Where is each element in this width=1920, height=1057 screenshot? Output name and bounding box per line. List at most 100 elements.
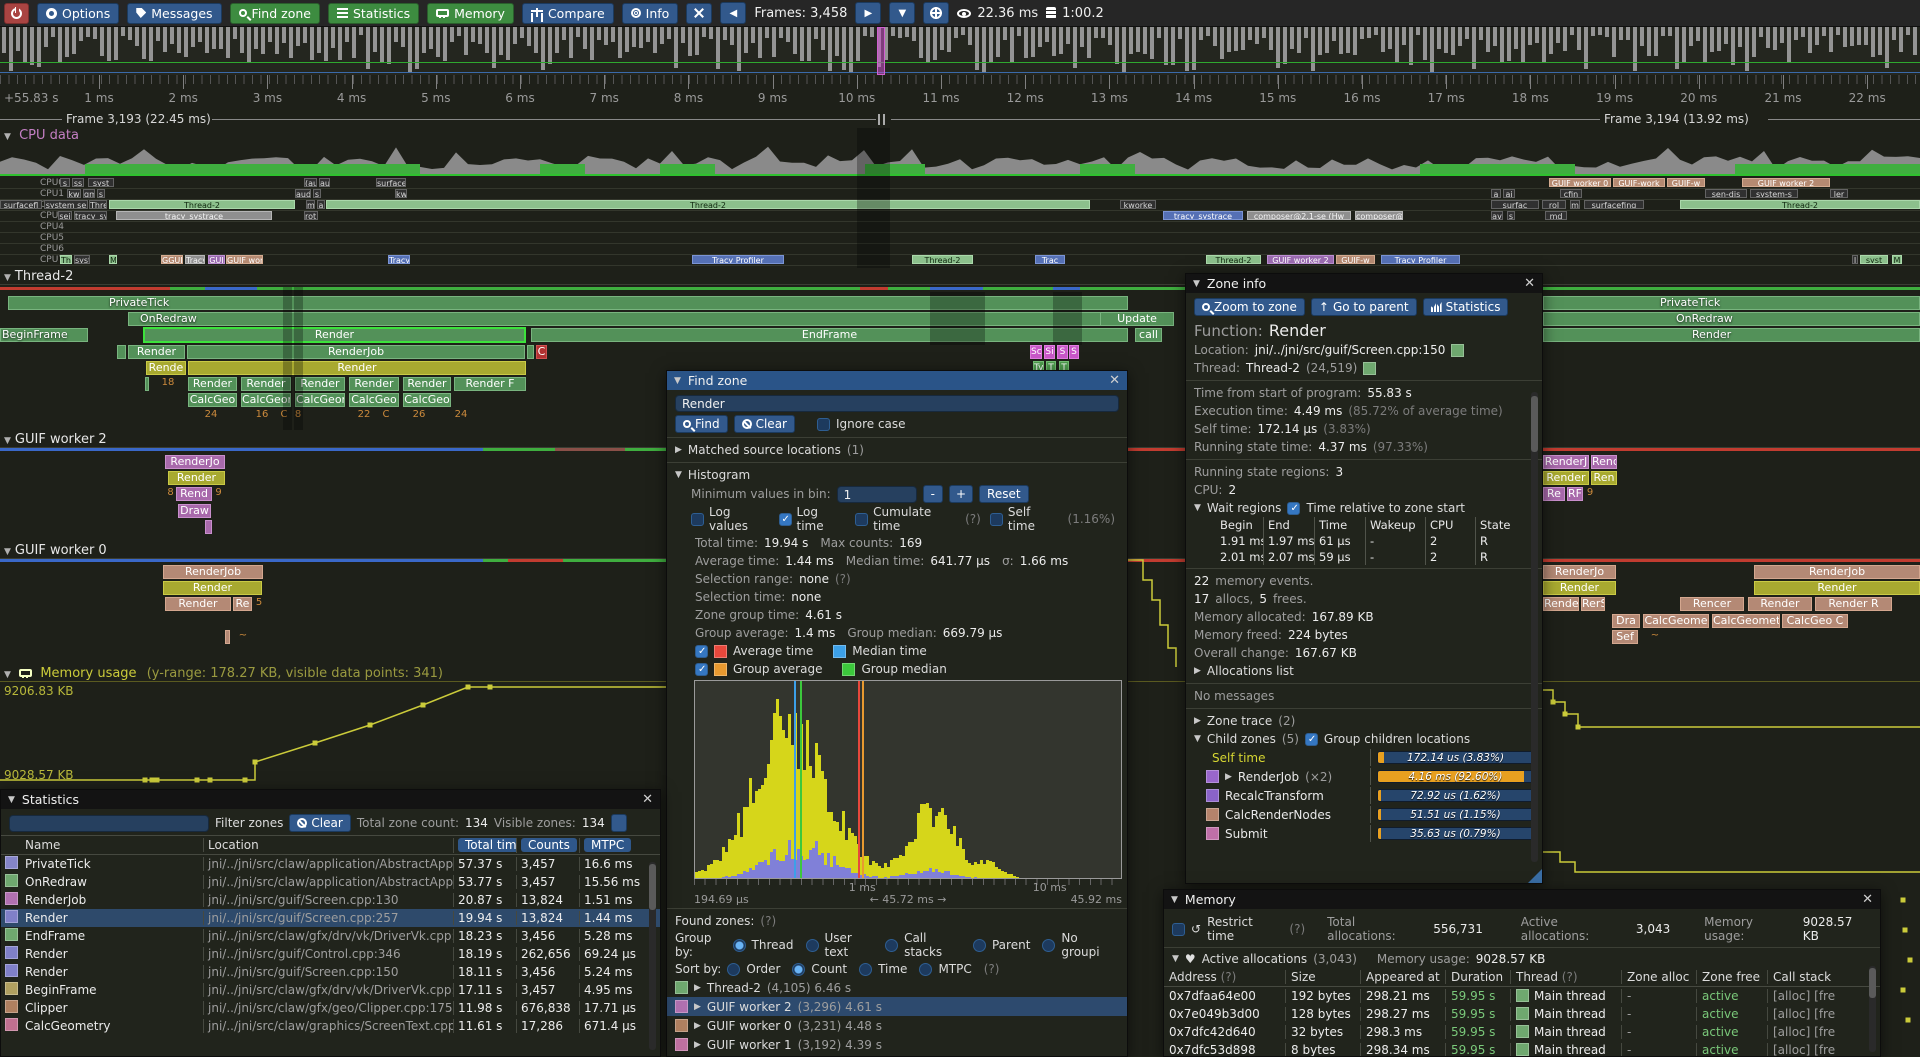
timeline-zone[interactable]: Sef <box>1612 629 1638 644</box>
cpu-zone-chip[interactable]: GGUIF <box>161 255 183 264</box>
cpu-zone-chip[interactable]: composer@ <box>1355 211 1403 220</box>
timeline-zone[interactable]: S <box>1057 344 1068 359</box>
cpu-zone-chip[interactable]: ai <box>1503 189 1515 198</box>
child-zones-row[interactable]: ▼Child zones(5) Group children locations <box>1186 730 1542 748</box>
cpu-zone-chip[interactable]: GUI <box>208 255 225 264</box>
resize-handle[interactable] <box>1528 869 1542 883</box>
allocation-row[interactable]: 0x7dfc42d640 32 bytes 298.3 ms 59.95 s Main … <box>1164 1023 1880 1041</box>
frame-dropdown-button[interactable]: ▼ <box>889 2 916 24</box>
statistics-row[interactable]: PrivateTick jni/../jni/src/claw/applicati… <box>1 855 660 873</box>
statistics-row[interactable]: BeginFrame jni/../jni/src/claw/gfx/drv/vk… <box>1 981 660 999</box>
expand-arrow-icon[interactable]: ▶ <box>1225 771 1232 782</box>
cpu-zone-chip[interactable]: s <box>97 189 105 198</box>
median-time-swatch[interactable] <box>833 644 847 658</box>
timeline-zone[interactable]: Draw <box>178 503 211 518</box>
timeline-zone[interactable]: Render <box>403 377 451 391</box>
cpu-zone-chip[interactable]: rol <box>1542 200 1566 209</box>
cpu-zone-chip[interactable]: kworke <box>1120 200 1156 209</box>
cpu-zone-chip[interactable]: gm <box>83 189 95 198</box>
cpu-zone-chip[interactable]: GUIF-work <box>1613 178 1665 187</box>
timeline-zone[interactable]: C <box>382 409 390 421</box>
cpu-zone-chip[interactable]: kw <box>67 189 81 198</box>
child-zone-row[interactable]: RecalcTransform 72.92 us (1.62%) <box>1186 786 1542 805</box>
next-frame-button[interactable]: ▶ <box>855 2 882 24</box>
timeline-zone[interactable]: Render <box>1543 581 1616 596</box>
timeline-zone[interactable]: Render <box>1543 471 1589 486</box>
find-zone-titlebar[interactable]: ▼ Find zone ✕ <box>667 371 1127 390</box>
cpu-zone-chip[interactable]: surfacefing <box>1584 200 1644 209</box>
bin-minus-button[interactable]: - <box>922 485 943 503</box>
timeline-zone[interactable]: Render <box>1754 581 1920 596</box>
timeline-zone[interactable]: CalcGeo <box>403 393 451 408</box>
timeline-zone[interactable]: Render <box>349 377 399 391</box>
cpu-zone-chip[interactable]: I <box>1852 255 1858 264</box>
expand-arrow-icon[interactable]: ▶ <box>694 982 701 993</box>
cpu-zone-chip[interactable]: Thread-2 <box>912 255 973 264</box>
collapse-arrow-icon[interactable]: ▼ <box>1171 894 1178 905</box>
cumulate-time-checkbox[interactable] <box>855 512 869 526</box>
find-button[interactable]: Find <box>675 415 728 433</box>
cpu-zone-chip[interactable]: tracy_systrace <box>1163 211 1243 220</box>
timeline-zone[interactable]: RenderJo <box>165 455 225 469</box>
restrict-time-checkbox[interactable] <box>1172 922 1185 936</box>
group-by-radio-thread[interactable] <box>732 938 746 952</box>
cpu-zone-chip[interactable]: GUIF-w <box>1336 255 1375 264</box>
sort-by-radio-order[interactable] <box>727 962 741 976</box>
memory-titlebar[interactable]: ▼ Memory ✕ <box>1164 890 1880 909</box>
min-bin-input[interactable]: 1 <box>836 485 917 503</box>
find-zone-button[interactable]: Find zone <box>229 2 320 24</box>
time-ruler[interactable]: +55.83 s 1 ms 2 ms 3 ms 4 ms 5 ms 6 ms 7 ms 8 m… <box>0 75 1920 112</box>
timeline-zone[interactable]: Re <box>233 597 252 612</box>
allocation-column-header[interactable]: Call stack <box>1767 970 1862 984</box>
allocation-row[interactable]: 0x7e049b3d00 128 bytes 298.27 ms 59.95 s Mai… <box>1164 1005 1880 1023</box>
timeline-zone[interactable]: CalcGeomet <box>1712 613 1780 628</box>
statistics-row[interactable]: Render jni/../jni/src/guif/Screen.cpp:257… <box>1 909 660 927</box>
frame-band[interactable]: Frame 3,193 (22.45 ms) Frame 3,194 (13.92… <box>0 112 1920 127</box>
thread-header-thread-2[interactable]: ▼ Thread-2 <box>0 269 1920 284</box>
timeline-zone[interactable]: 22 <box>357 409 371 421</box>
timeline-zone[interactable]: RF <box>1567 487 1583 502</box>
found-zone-row[interactable]: ▶ GUIF worker 0 (3,231) 4.48 s <box>667 1016 1127 1035</box>
cpu-zone-chip[interactable]: GUIF-w <box>1667 178 1705 187</box>
filter-input[interactable] <box>9 814 209 832</box>
collapse-arrow-icon[interactable]: ▼ <box>1172 954 1179 964</box>
frame-label-right[interactable]: Frame 3,194 (13.92 ms) <box>1604 112 1749 126</box>
group-by-radio-call-stacks[interactable] <box>885 938 899 952</box>
matched-source-locations-row[interactable]: ▶ Matched source locations (1) <box>675 443 864 457</box>
column-header-location[interactable]: Location <box>203 838 453 852</box>
timeline-zone[interactable] <box>225 629 230 644</box>
timeline-zone[interactable]: Render R <box>1815 597 1892 612</box>
options-button[interactable]: Options <box>37 2 120 24</box>
clipped-button[interactable] <box>610 814 627 832</box>
group-by-radio-no-groupi[interactable] <box>1042 938 1056 952</box>
bin-plus-button[interactable]: + <box>948 485 974 503</box>
timeline-zone[interactable]: Rencer <box>1680 597 1744 612</box>
timeline-zone[interactable] <box>0 328 88 343</box>
child-zone-row[interactable]: Self time 172.14 us (3.83%) <box>1186 748 1542 767</box>
allocations-list-row[interactable]: ▶ Allocations list <box>1194 664 1294 678</box>
zone-statistics-button[interactable]: Statistics <box>1422 298 1509 316</box>
cpu-zone-chip[interactable]: sen-dis <box>1705 189 1747 198</box>
cpu-zone-chip[interactable]: Tracy <box>185 255 205 264</box>
timeline-zone[interactable]: 9 <box>1586 487 1594 499</box>
timeline-zone[interactable]: Render <box>168 471 225 486</box>
group-average-swatch[interactable] <box>714 662 727 676</box>
close-icon[interactable]: ✕ <box>1524 276 1535 291</box>
statistics-titlebar[interactable]: ▼ Statistics ✕ <box>1 790 660 809</box>
cpu-zone-chip[interactable]: kw <box>395 189 407 198</box>
timeline-zone[interactable]: Sc <box>1030 344 1042 359</box>
child-zone-row[interactable]: CalcRenderNodes 51.51 us (1.15%) <box>1186 805 1542 824</box>
timeline-zone[interactable]: CalcGeome <box>1643 613 1709 628</box>
tools-button[interactable] <box>686 2 713 24</box>
power-button[interactable] <box>4 2 29 24</box>
cpu-zone-chip[interactable]: Thread-2 <box>326 200 1090 209</box>
timeline-zone[interactable]: ~ <box>238 629 248 641</box>
timeline-zone[interactable]: Render <box>188 377 237 391</box>
histogram-section-row[interactable]: ▼ Histogram <box>675 468 751 482</box>
allocation-column-header[interactable]: Duration <box>1445 970 1510 984</box>
log-values-checkbox[interactable] <box>691 512 704 526</box>
cpu-zone-chip[interactable]: M <box>109 255 117 264</box>
cpu-zone-chip[interactable]: md <box>1545 211 1567 220</box>
timeline-zone[interactable]: EndFrame <box>531 328 1128 343</box>
scrollbar-track[interactable] <box>1531 392 1538 862</box>
